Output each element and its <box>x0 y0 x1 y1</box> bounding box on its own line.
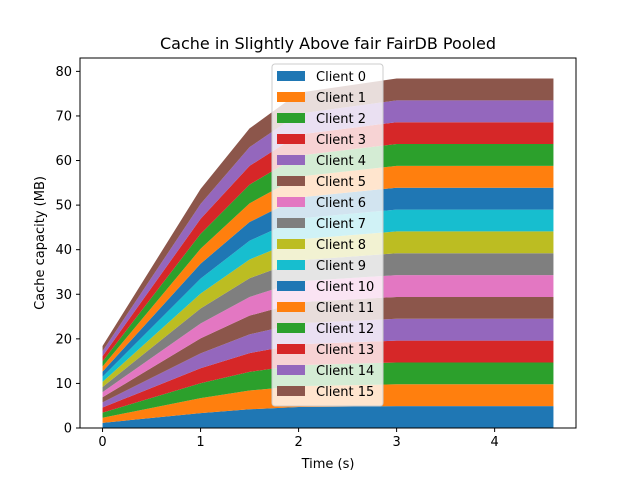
x-tick-label: 0 <box>98 435 106 450</box>
chart-title: Cache in Slightly Above fair FairDB Pool… <box>160 34 496 53</box>
area-client-3 <box>102 340 554 413</box>
y-tick-label: 50 <box>55 199 72 214</box>
legend-swatch-client-5 <box>277 176 305 186</box>
area-client-15 <box>102 78 554 352</box>
legend-label-client-12: Client 12 <box>316 322 374 337</box>
legend-swatch-client-4 <box>277 155 305 165</box>
x-tick-label: 4 <box>490 435 498 450</box>
legend-swatch-client-11 <box>277 302 305 312</box>
legend-swatch-client-9 <box>277 260 305 270</box>
y-tick-label: 10 <box>55 377 72 392</box>
y-tick-label: 60 <box>55 154 72 169</box>
legend-label-client-4: Client 4 <box>316 154 366 169</box>
x-tick-label: 2 <box>294 435 302 450</box>
axes-frame <box>79 57 577 429</box>
legend-label-client-11: Client 11 <box>316 301 374 316</box>
legend-label-client-0: Client 0 <box>316 70 366 85</box>
legend-swatch-client-10 <box>277 281 305 291</box>
y-tick-label: 30 <box>55 288 72 303</box>
legend-label-client-14: Client 14 <box>316 364 374 379</box>
area-client-2 <box>102 362 554 418</box>
y-tick-label: 0 <box>64 422 72 437</box>
area-client-8 <box>102 231 554 387</box>
legend-frame <box>271 63 384 407</box>
legend-label-client-15: Client 15 <box>316 385 374 400</box>
legend-label-client-7: Client 7 <box>316 217 366 232</box>
legend-swatch-client-12 <box>277 323 305 333</box>
area-client-13 <box>102 122 554 362</box>
y-tick-label: 40 <box>55 243 72 258</box>
legend-label-client-2: Client 2 <box>316 112 366 127</box>
legend-swatch-client-14 <box>277 365 305 375</box>
y-tick-label: 20 <box>55 332 72 347</box>
x-axis-label: Time (s) <box>301 457 355 472</box>
x-axis-ticks: 0 1 2 3 4 <box>98 428 499 450</box>
legend-label-client-13: Client 13 <box>316 343 374 358</box>
legend-label-client-3: Client 3 <box>316 133 366 148</box>
legend-swatch-client-13 <box>277 344 305 354</box>
y-tick-label: 70 <box>55 109 72 124</box>
legend-swatch-client-8 <box>277 239 305 249</box>
legend-swatch-client-3 <box>277 134 305 144</box>
legend-label-client-9: Client 9 <box>316 259 366 274</box>
legend-label-client-10: Client 10 <box>316 280 374 295</box>
legend-swatch-client-6 <box>277 197 305 207</box>
legend-swatch-client-0 <box>277 71 305 81</box>
area-client-0 <box>102 406 554 428</box>
legend-swatch-client-1 <box>277 92 305 102</box>
area-client-14 <box>102 100 554 357</box>
x-tick-label: 1 <box>196 435 204 450</box>
area-client-9 <box>102 209 554 382</box>
legend-label-client-1: Client 1 <box>316 91 366 106</box>
legend-label-client-5: Client 5 <box>316 175 366 190</box>
legend-swatch-client-7 <box>277 218 305 228</box>
legend-swatch-client-2 <box>277 113 305 123</box>
legend-label-client-6: Client 6 <box>316 196 366 211</box>
y-axis-ticks: 0 10 20 30 40 50 60 70 80 <box>55 65 80 437</box>
area-client-7 <box>102 253 554 393</box>
x-tick-label: 3 <box>392 435 400 450</box>
area-client-12 <box>102 144 554 367</box>
area-client-10 <box>102 187 554 377</box>
y-axis-label: Cache capacity (MB) <box>33 176 48 310</box>
y-tick-label: 80 <box>55 65 72 80</box>
legend-label-client-8: Client 8 <box>316 238 366 253</box>
area-client-11 <box>102 165 554 372</box>
legend: Client 0 Client 1 Client 2 Client 3 Client 4… <box>271 63 384 407</box>
legend-swatch-client-15 <box>277 386 305 396</box>
